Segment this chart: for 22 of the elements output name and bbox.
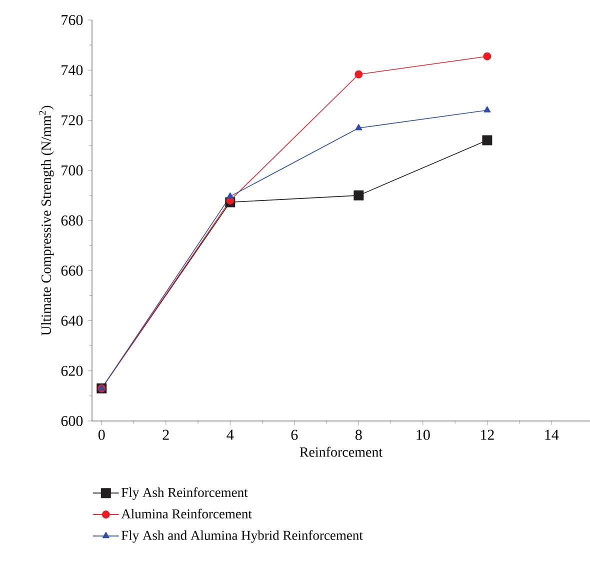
x-tick-label: 14 <box>545 430 559 440</box>
y-tick-label: 720 <box>62 115 83 126</box>
legend-label: Fly Ash Reinforcement <box>122 487 248 500</box>
x-tick-label: 4 <box>226 430 234 440</box>
y-tick-label: 620 <box>61 366 83 376</box>
x-axis-title: Reinforcement <box>300 446 383 457</box>
x-tick-label: 10 <box>416 430 430 440</box>
y-tick-label: 740 <box>62 65 83 76</box>
x-tick-label: 12 <box>481 430 494 440</box>
x-tick-label: 6 <box>291 430 298 440</box>
y-tick-label: 640 <box>61 316 83 326</box>
y-tick-label: 760 <box>62 14 83 26</box>
legend-label: Fly Ash and Alumina Hybrid Reinforcement <box>122 530 363 543</box>
y-tick-label: 660 <box>61 266 83 276</box>
x-tick-label: 8 <box>355 430 362 440</box>
legend-label: Alumina Reinforcement <box>121 508 252 518</box>
x-tick-label: 2 <box>162 430 169 440</box>
y-tick-label: 700 <box>62 165 83 176</box>
y-tick-label: 680 <box>61 215 83 226</box>
x-tick-label: 0 <box>98 430 105 440</box>
y-axis-title: Ultimate Compressive Strength (N/mm$^{2}$) <box>39 106 54 336</box>
y-tick-label: 600 <box>61 416 83 426</box>
